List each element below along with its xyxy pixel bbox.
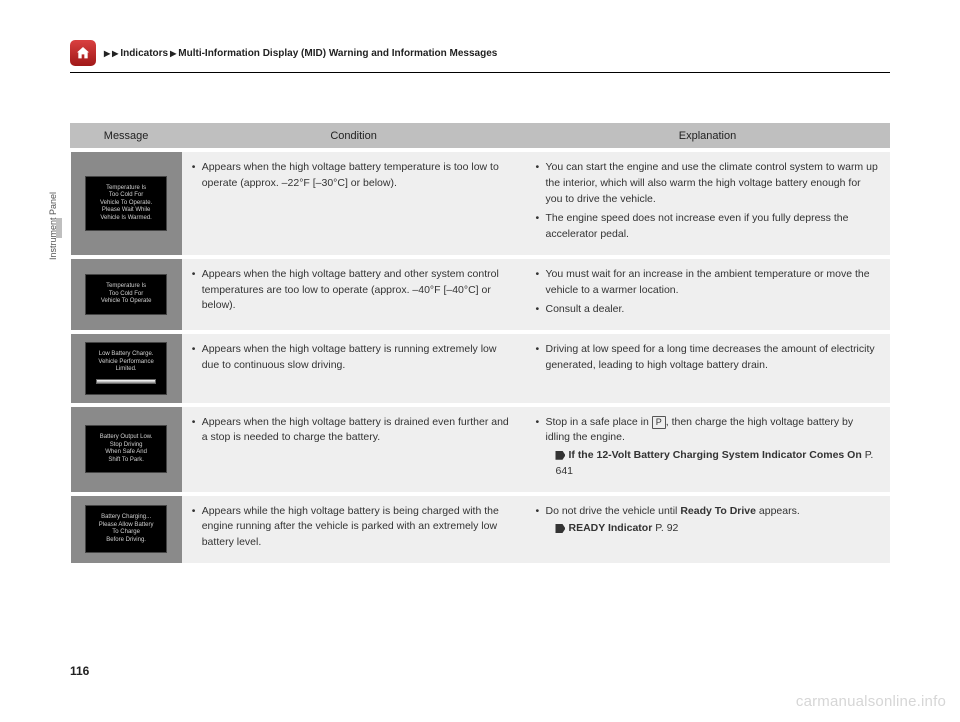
side-section-label: Instrument Panel bbox=[48, 192, 58, 260]
home-icon[interactable] bbox=[70, 40, 96, 66]
explanation-item: Consult a dealer. bbox=[535, 302, 879, 318]
table-row: Battery Charging...Please Allow BatteryT… bbox=[71, 494, 890, 563]
message-display-cell: Battery Charging...Please Allow BatteryT… bbox=[71, 494, 182, 563]
message-display-cell: Temperature IsToo Cold ForVehicle To Ope… bbox=[71, 150, 182, 257]
message-display-cell: Low Battery Charge.Vehicle PerformanceLi… bbox=[71, 332, 182, 405]
mid-display: Temperature IsToo Cold ForVehicle To Ope… bbox=[85, 274, 167, 315]
condition-item: Appears when the high voltage battery is… bbox=[192, 415, 516, 447]
condition-cell: Appears when the high voltage battery is… bbox=[182, 405, 526, 494]
display-line: Limited. bbox=[90, 366, 162, 374]
display-line: Stop Driving bbox=[90, 442, 162, 450]
display-line: When Safe And bbox=[90, 449, 162, 457]
table-row: Temperature IsToo Cold ForVehicle To Ope… bbox=[71, 150, 890, 257]
display-line: Too Cold For bbox=[90, 291, 162, 299]
display-line: Battery Charging... bbox=[90, 514, 162, 522]
triangle-icon: ▶ bbox=[104, 49, 110, 58]
display-line: Too Cold For bbox=[90, 192, 162, 200]
mid-display: Temperature IsToo Cold ForVehicle To Ope… bbox=[85, 176, 167, 232]
display-line: Please Allow Battery bbox=[90, 522, 162, 530]
condition-cell: Appears when the high voltage battery is… bbox=[182, 332, 526, 405]
watermark: carmanualsonline.info bbox=[796, 693, 946, 710]
explanation-cell: You can start the engine and use the cli… bbox=[525, 150, 889, 257]
table-row: Low Battery Charge.Vehicle PerformanceLi… bbox=[71, 332, 890, 405]
display-line: Vehicle To Operate. bbox=[90, 200, 162, 208]
breadcrumb-item: Indicators bbox=[120, 48, 168, 59]
mid-display: Battery Charging...Please Allow BatteryT… bbox=[85, 505, 167, 553]
explanation-item: You can start the engine and use the cli… bbox=[535, 160, 879, 207]
display-line: Shift To Park. bbox=[90, 457, 162, 465]
cross-reference: READY Indicator P. 92 bbox=[545, 521, 879, 537]
display-line: Temperature Is bbox=[90, 185, 162, 193]
display-line: Low Battery Charge. bbox=[90, 351, 162, 359]
page-number: 116 bbox=[70, 664, 89, 678]
display-line: Battery Output Low. bbox=[90, 434, 162, 442]
xref-arrow-icon bbox=[555, 524, 565, 533]
messages-table: Message Condition Explanation Temperatur… bbox=[70, 123, 890, 563]
message-display-cell: Temperature IsToo Cold ForVehicle To Ope… bbox=[71, 257, 182, 332]
explanation-cell: Driving at low speed for a long time dec… bbox=[525, 332, 889, 405]
breadcrumb: ▶ ▶ Indicators ▶ Multi-Information Displ… bbox=[104, 48, 497, 59]
triangle-icon: ▶ bbox=[112, 49, 118, 58]
table-row: Battery Output Low.Stop DrivingWhen Safe… bbox=[71, 405, 890, 494]
col-header-message: Message bbox=[71, 124, 182, 151]
display-line: Vehicle Is Warmed. bbox=[90, 215, 162, 223]
explanation-item: You must wait for an increase in the amb… bbox=[535, 267, 879, 299]
condition-item: Appears when the high voltage battery an… bbox=[192, 267, 516, 314]
display-line: Before Driving. bbox=[90, 537, 162, 545]
park-key-icon: P bbox=[652, 416, 666, 429]
condition-item: Appears when the high voltage battery is… bbox=[192, 342, 516, 374]
mid-display: Low Battery Charge.Vehicle PerformanceLi… bbox=[85, 342, 167, 395]
explanation-item: Do not drive the vehicle until Ready To … bbox=[535, 504, 879, 538]
display-line: Temperature Is bbox=[90, 283, 162, 291]
battery-bar-icon bbox=[96, 379, 156, 384]
explanation-cell: Do not drive the vehicle until Ready To … bbox=[525, 494, 889, 563]
page-header: ▶ ▶ Indicators ▶ Multi-Information Displ… bbox=[70, 40, 890, 73]
col-header-condition: Condition bbox=[182, 124, 526, 151]
message-display-cell: Battery Output Low.Stop DrivingWhen Safe… bbox=[71, 405, 182, 494]
condition-item: Appears when the high voltage battery te… bbox=[192, 160, 516, 192]
cross-reference: If the 12-Volt Battery Charging System I… bbox=[545, 448, 879, 480]
page-content: ▶ ▶ Indicators ▶ Multi-Information Displ… bbox=[70, 40, 890, 563]
condition-cell: Appears when the high voltage battery an… bbox=[182, 257, 526, 332]
explanation-cell: You must wait for an increase in the amb… bbox=[525, 257, 889, 332]
explanation-item: The engine speed does not increase even … bbox=[535, 211, 879, 243]
table-row: Temperature IsToo Cold ForVehicle To Ope… bbox=[71, 257, 890, 332]
display-line: Please Wait While bbox=[90, 207, 162, 215]
explanation-item: Stop in a safe place in P, then charge t… bbox=[535, 415, 879, 480]
explanation-cell: Stop in a safe place in P, then charge t… bbox=[525, 405, 889, 494]
condition-cell: Appears when the high voltage battery te… bbox=[182, 150, 526, 257]
breadcrumb-item: Multi-Information Display (MID) Warning … bbox=[178, 48, 497, 59]
triangle-icon: ▶ bbox=[170, 49, 176, 58]
mid-display: Battery Output Low.Stop DrivingWhen Safe… bbox=[85, 425, 167, 473]
display-line: Vehicle To Operate bbox=[90, 298, 162, 306]
explanation-item: Driving at low speed for a long time dec… bbox=[535, 342, 879, 374]
display-line: Vehicle Performance bbox=[90, 359, 162, 367]
col-header-explanation: Explanation bbox=[525, 124, 889, 151]
condition-cell: Appears while the high voltage battery i… bbox=[182, 494, 526, 563]
display-line: To Charge bbox=[90, 529, 162, 537]
xref-arrow-icon bbox=[555, 451, 565, 460]
condition-item: Appears while the high voltage battery i… bbox=[192, 504, 516, 551]
